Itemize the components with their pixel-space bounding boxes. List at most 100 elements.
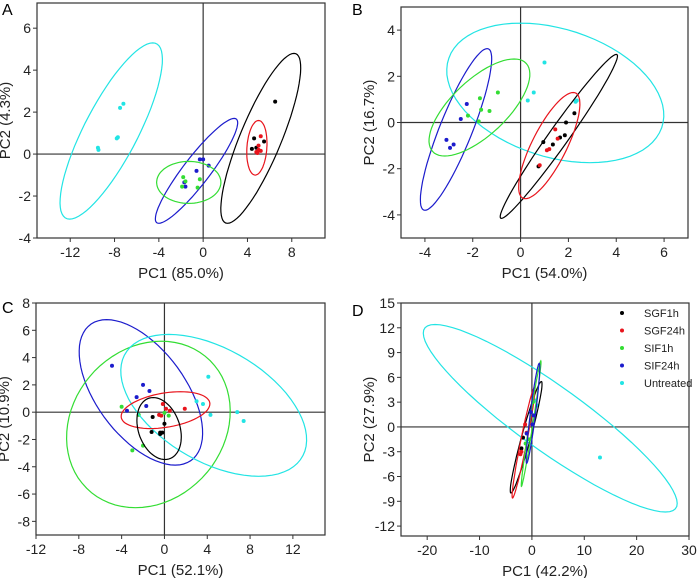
plot-area [59,42,302,224]
y-tick-label: 4 [387,22,395,38]
y-tick-label: -4 [383,207,396,223]
point-SIF24h [531,413,536,418]
y-tick-label: 6 [23,20,31,36]
point-SGF1h [149,429,154,434]
point-SGF1h [572,111,577,116]
point-SIF1h [195,185,200,190]
x-axis-title: PC1 (85.0%) [138,265,224,282]
legend-marker [620,363,624,368]
confidence-ellipse-Untreated [446,22,665,164]
y-tick-label: 2 [23,104,31,120]
x-tick-label: 4 [612,244,620,260]
point-SIF1h [180,184,185,189]
y-tick-label: 2 [387,68,395,84]
point-SGF24h [255,151,260,156]
point-SIF24h [528,410,533,415]
x-tick-label: -2 [467,244,480,260]
confidence-ellipse-SGF24h [246,119,268,176]
point-SGF24h [160,401,165,406]
y-tick-label: -3 [383,444,396,460]
y-axis-title: PC2 (27.9%) [361,377,378,463]
point-Untreated [200,401,205,406]
legend-item-SGF1h: SGF1h [620,308,679,320]
plot-area [65,318,308,509]
x-tick-label: 6 [660,244,668,260]
point-SGF1h [150,414,155,419]
x-tick-label: -8 [73,541,86,557]
legend-marker [620,311,624,315]
y-tick-label: 0 [387,419,395,435]
plot-area [419,22,665,220]
point-SGF24h [553,127,558,132]
x-tick-label: 8 [288,244,296,260]
legend-marker [620,381,624,385]
point-SIF24h [530,422,535,427]
y-axis-title: PC2 (10.9%) [0,376,13,462]
point-SIF24h [524,431,529,436]
x-tick-label: 0 [199,244,207,260]
legend-label: Untreated [644,378,692,390]
point-SIF24h [134,395,139,400]
y-tick-label: 0 [22,404,30,420]
x-tick-label: -4 [419,244,432,260]
x-tick-label: 4 [203,541,211,557]
y-axis-title: PC2 (16.7%) [361,80,378,166]
point-SGF1h [519,446,524,451]
point-SGF1h [541,140,546,145]
point-SIF24h [141,382,146,387]
plot-frame [36,2,326,239]
point-SIF1h [197,177,202,182]
y-tick-label: 6 [387,369,395,385]
confidence-ellipse-SIF24h [419,47,493,211]
point-SGF24h [256,147,261,152]
legend-label: SIF24h [644,361,679,373]
confidence-ellipse-Untreated [59,42,164,220]
point-SIF1h [495,90,500,95]
point-Untreated [525,98,530,103]
point-SIF24h [144,404,149,409]
panel-letter: A [2,2,13,19]
y-tick-label: -4 [19,230,32,246]
panel-A: A -12 -8 -4 0 4 8 -4 -2 0 2 4 6 PC1 (85.0%) PC2 (4.3%) [0,2,326,282]
point-SGF1h [550,142,555,147]
x-tick-label: 2 [565,244,573,260]
confidence-ellipse-SIF24h [78,318,204,466]
y-tick-label: 4 [22,350,30,366]
point-SIF24h [444,137,449,142]
point-Untreated [206,374,211,379]
point-Untreated [118,105,123,110]
confidence-ellipse-SGF1h [220,52,302,224]
point-SGF1h [273,99,278,104]
point-SIF1h [166,413,171,418]
y-axis-title: PC2 (4.3%) [0,82,14,160]
point-SGF1h [262,139,267,144]
y-tick-label: 3 [387,394,395,410]
confidence-ellipse-Untreated [422,323,678,513]
confidence-ellipse-Untreated [120,333,308,477]
y-tick-label: 0 [23,146,31,162]
plot-frame [35,302,326,536]
point-SIF24h [194,168,199,173]
legend-label: SIF1h [644,343,673,355]
point-SIF1h [130,448,135,453]
x-tick-label: -20 [417,542,437,558]
y-tick-label: -2 [19,188,32,204]
confidence-ellipse-SGF24h [511,386,536,499]
point-SGF24h [523,422,528,427]
x-tick-label: -10 [469,542,489,558]
y-tick-label: -8 [18,513,31,529]
y-tick-label: 6 [22,322,30,338]
point-SIF1h [183,179,188,184]
point-Untreated [121,101,126,106]
panel-B: B -4 -2 0 2 4 6 -4 -2 0 2 4 PC1 (54.0%) PC2 (16.7%) [352,2,689,282]
point-SGF24h [182,406,187,411]
point-SIF24h [451,142,456,147]
y-tick-label: -6 [383,469,396,485]
point-SIF24h [448,145,453,150]
point-SIF24h [124,408,129,413]
point-SGF24h [258,134,263,139]
point-Untreated [235,410,240,415]
panel-letter: C [2,300,14,317]
point-SIF1h [477,96,482,101]
point-SGF24h [167,408,172,413]
